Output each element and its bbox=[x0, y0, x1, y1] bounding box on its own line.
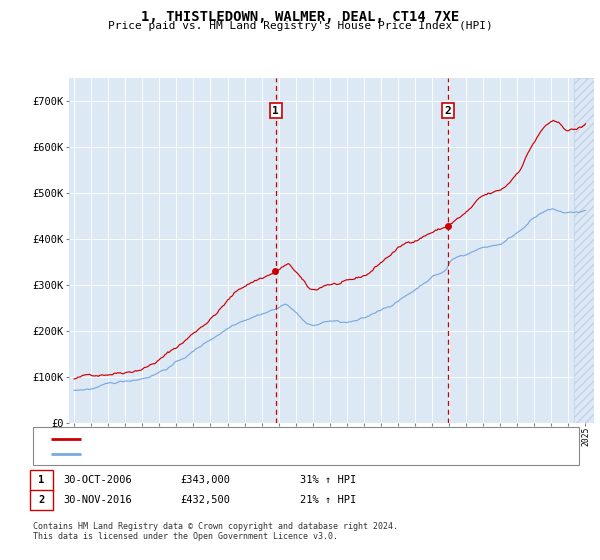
Text: 1: 1 bbox=[38, 475, 44, 486]
Text: 31% ↑ HPI: 31% ↑ HPI bbox=[300, 475, 356, 486]
Text: Contains HM Land Registry data © Crown copyright and database right 2024.
This d: Contains HM Land Registry data © Crown c… bbox=[33, 522, 398, 542]
Bar bbox=[574, 78, 596, 423]
Text: 30-OCT-2006: 30-OCT-2006 bbox=[63, 475, 132, 486]
Text: £432,500: £432,500 bbox=[180, 495, 230, 505]
Text: HPI: Average price, detached house, Dover: HPI: Average price, detached house, Dove… bbox=[87, 449, 328, 459]
Text: 1: 1 bbox=[272, 105, 279, 115]
Bar bbox=[574, 78, 596, 423]
Text: Price paid vs. HM Land Registry's House Price Index (HPI): Price paid vs. HM Land Registry's House … bbox=[107, 21, 493, 31]
Text: 30-NOV-2016: 30-NOV-2016 bbox=[63, 495, 132, 505]
Text: 1, THISTLEDOWN, WALMER, DEAL, CT14 7XE: 1, THISTLEDOWN, WALMER, DEAL, CT14 7XE bbox=[141, 10, 459, 24]
Text: 1, THISTLEDOWN, WALMER, DEAL, CT14 7XE (detached house): 1, THISTLEDOWN, WALMER, DEAL, CT14 7XE (… bbox=[87, 433, 410, 444]
Text: 21% ↑ HPI: 21% ↑ HPI bbox=[300, 495, 356, 505]
Text: 2: 2 bbox=[38, 495, 44, 505]
Text: 2: 2 bbox=[445, 105, 451, 115]
Text: £343,000: £343,000 bbox=[180, 475, 230, 486]
